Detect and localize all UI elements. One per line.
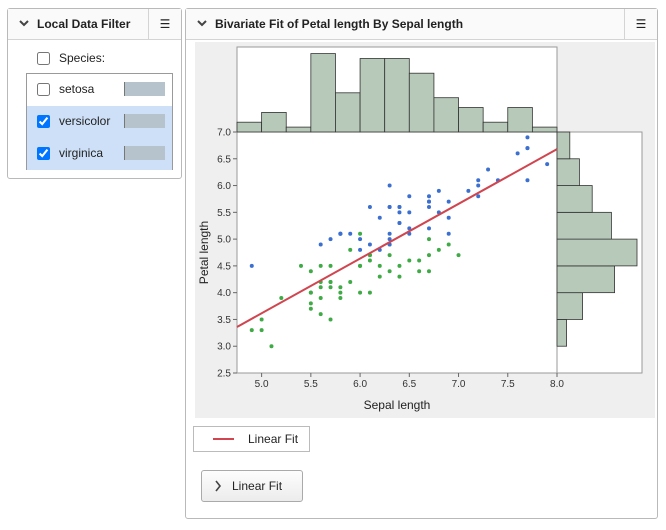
- collapse-icon[interactable]: [17, 9, 31, 39]
- linear-fit-button[interactable]: Linear Fit: [201, 470, 303, 502]
- level-row[interactable]: virginica: [27, 138, 172, 170]
- report-header: Bivariate Fit of Petal length By Sepal l…: [186, 9, 657, 40]
- expand-icon: [215, 480, 222, 492]
- report-title: Bivariate Fit of Petal length By Sepal l…: [215, 17, 464, 31]
- level-list: setosa versicolor virginica: [26, 73, 173, 170]
- level-row[interactable]: versicolor: [27, 106, 172, 138]
- level-label: versicolor: [59, 114, 111, 128]
- level-checkbox[interactable]: [37, 83, 50, 96]
- menu-button[interactable]: ☰: [148, 9, 181, 39]
- level-checkbox[interactable]: [37, 115, 50, 128]
- level-label: virginica: [59, 146, 104, 160]
- collapse-icon[interactable]: [195, 9, 209, 39]
- column-checkbox[interactable]: [37, 52, 50, 65]
- level-row[interactable]: setosa: [27, 74, 172, 106]
- report-panel: Bivariate Fit of Petal length By Sepal l…: [185, 8, 658, 519]
- menu-button[interactable]: ☰: [624, 9, 657, 39]
- filter-title: Local Data Filter: [37, 17, 131, 31]
- level-swatch: [124, 82, 165, 96]
- level-swatch: [124, 114, 165, 128]
- level-checkbox[interactable]: [37, 147, 50, 160]
- filter-panel: Local Data Filter ☰ Species: setosa vers…: [7, 8, 182, 179]
- column-label: Species:: [59, 51, 106, 65]
- level-label: setosa: [59, 82, 95, 96]
- filter-header: Local Data Filter ☰: [8, 9, 181, 40]
- level-swatch: [124, 146, 165, 160]
- button-label: Linear Fit: [232, 479, 283, 493]
